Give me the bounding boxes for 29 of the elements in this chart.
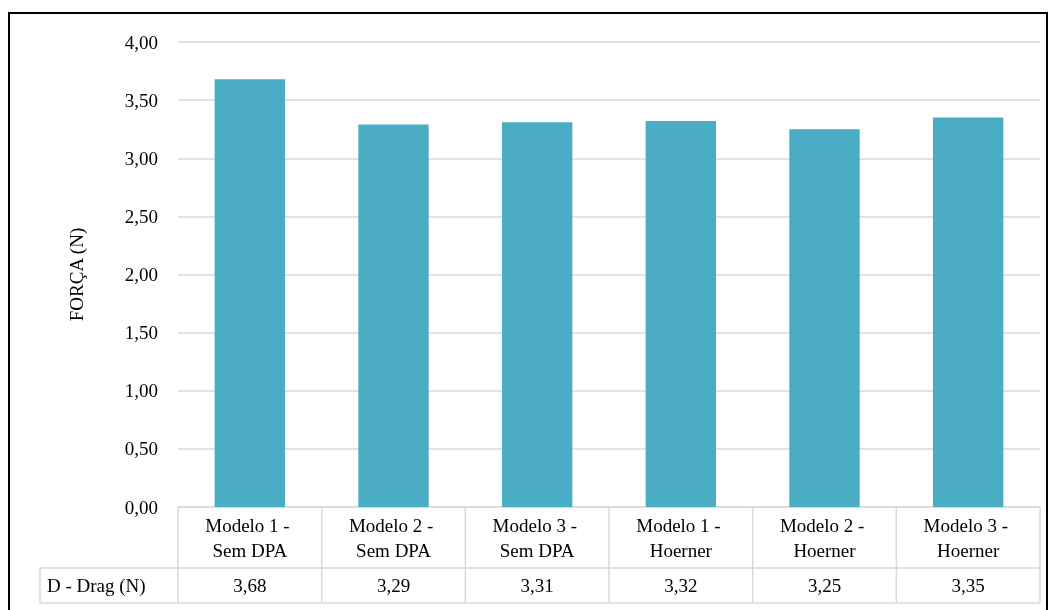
y-tick-label: 1,00 [124,380,158,402]
y-tick-label: 0,00 [124,496,158,518]
bar [214,79,286,507]
x-tick-label: Modelo 2 - Hoerner [779,515,870,561]
bar [358,124,429,507]
bar [645,121,717,507]
x-tick-label: Modelo 3 - Sem DPA [492,515,582,561]
bar [932,117,1004,507]
bar [501,122,573,507]
y-tick-label: 1,50 [124,322,158,344]
data-label: 3,68 [233,575,267,596]
x-tick-label: Modelo 3 - Hoerner [923,515,1013,561]
y-tick-label: 3,00 [124,147,158,169]
x-tick-label: Modelo 2 - Sem DPA [348,515,439,561]
text: D - Drag (N) [47,575,146,597]
x-tick-label: Modelo 1 - Sem DPA [205,515,295,561]
y-axis-title: FORÇA (N) [66,227,88,322]
data-label: 3,35 [951,575,985,596]
y-tick-label: 2,00 [124,264,158,285]
y-tick-label: 3,50 [124,89,158,111]
bar [789,129,860,507]
y-tick-label: 0,50 [124,438,158,460]
data-label: 3,25 [807,575,842,596]
y-tick-label: 4,00 [124,31,158,53]
data-label: 3,32 [664,575,698,596]
data-label: 3,29 [376,575,411,596]
x-tick-label: Modelo 1 - Hoerner [636,515,726,561]
data-label: 3,31 [520,575,554,596]
y-tick-label: 2,50 [124,205,158,227]
